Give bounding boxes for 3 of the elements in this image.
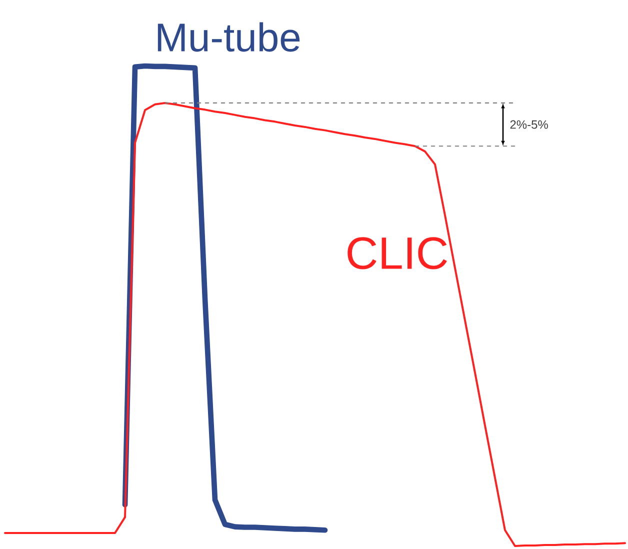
annotation: 2%-5% <box>510 120 548 129</box>
series-label: CLIC <box>348 237 447 270</box>
series-label: Mu-tube <box>158 22 300 52</box>
